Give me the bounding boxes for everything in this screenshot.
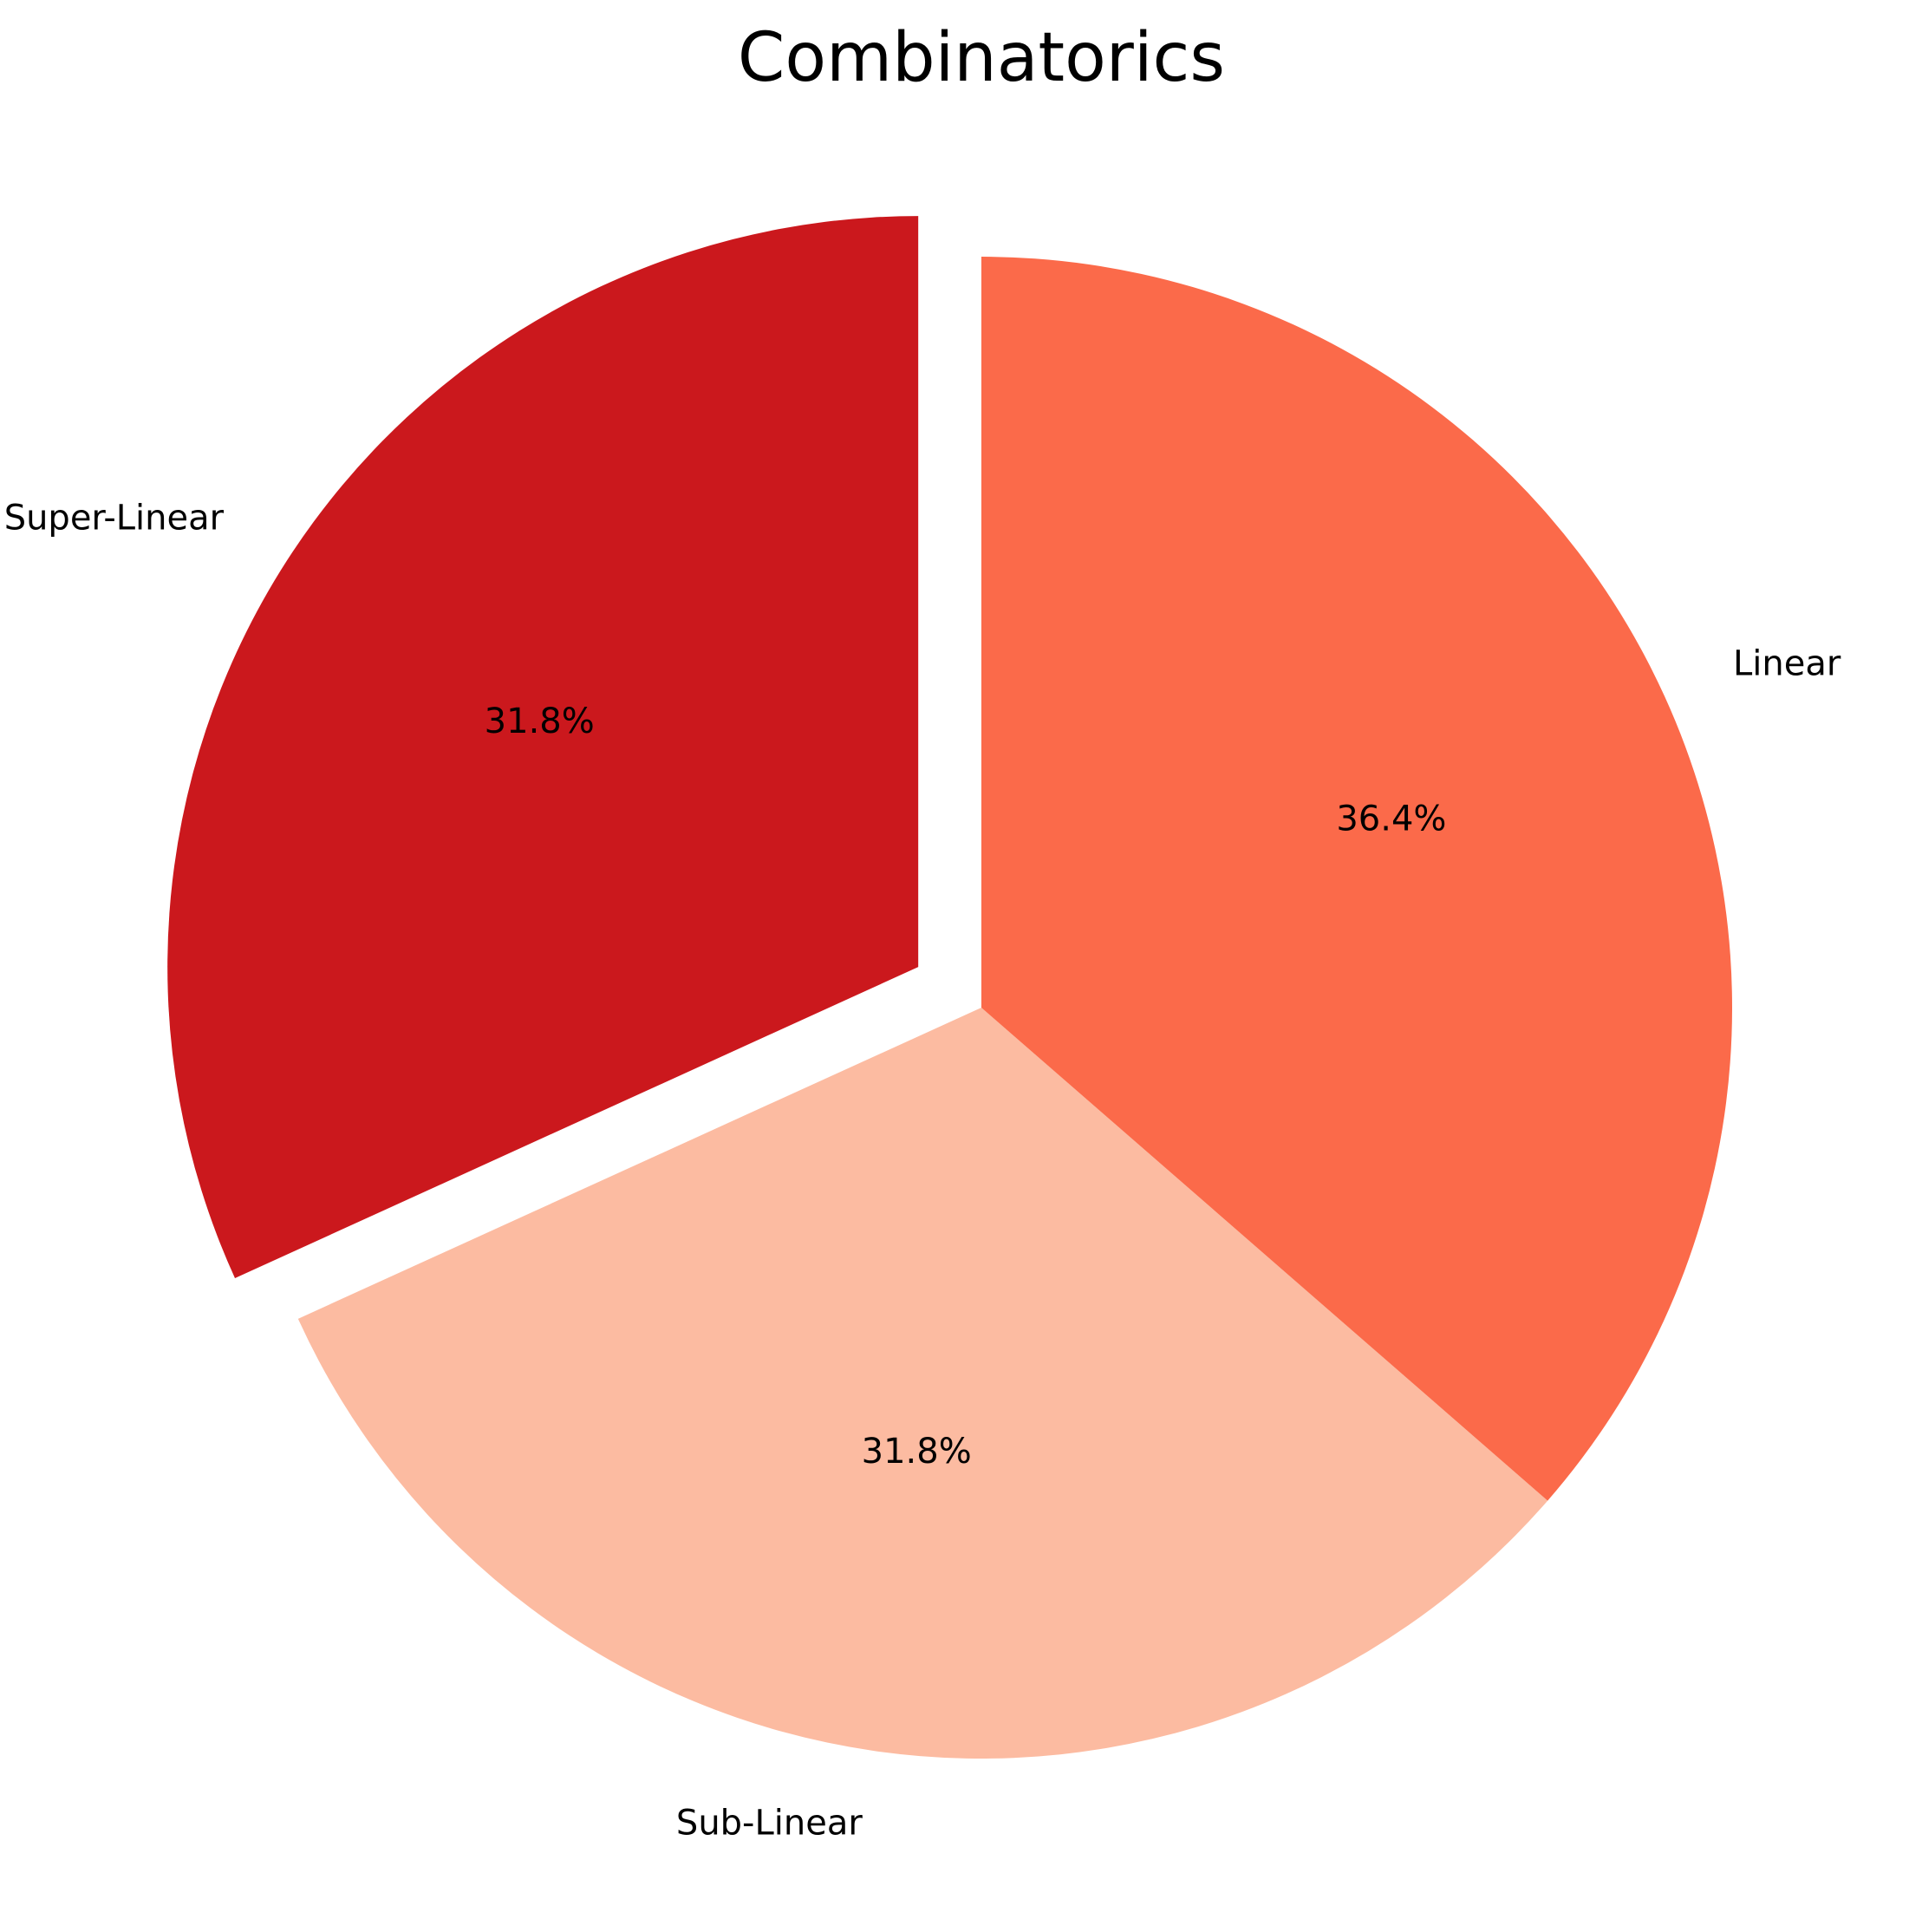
pie-slice-linear <box>981 257 1732 1501</box>
percent-label-super-linear: 31.8% <box>485 702 595 741</box>
percent-label-linear: 36.4% <box>1336 800 1446 839</box>
category-label-linear: Linear <box>1733 643 1841 683</box>
category-label-sub-linear: Sub-Linear <box>676 1804 863 1844</box>
percent-label-sub-linear: 31.8% <box>862 1432 972 1472</box>
pie-slice-sub-linear <box>297 1008 1548 1759</box>
chart-title: Combinatorics <box>738 19 1225 97</box>
category-label-super-linear: Super-Linear <box>4 499 225 538</box>
pie-slice-super-linear <box>167 216 919 1278</box>
